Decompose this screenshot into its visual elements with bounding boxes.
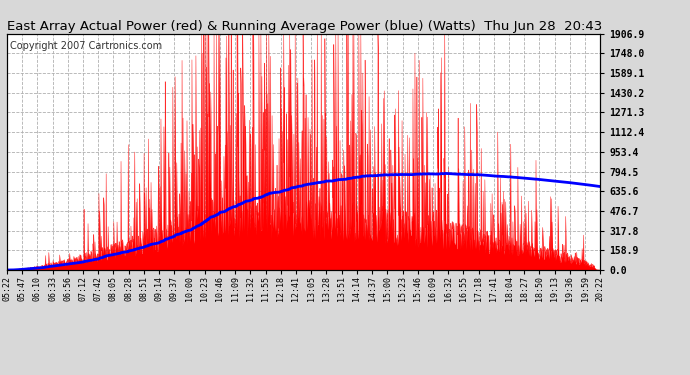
Text: East Array Actual Power (red) & Running Average Power (blue) (Watts)  Thu Jun 28: East Array Actual Power (red) & Running …	[7, 20, 602, 33]
Text: Copyright 2007 Cartronics.com: Copyright 2007 Cartronics.com	[10, 41, 162, 51]
